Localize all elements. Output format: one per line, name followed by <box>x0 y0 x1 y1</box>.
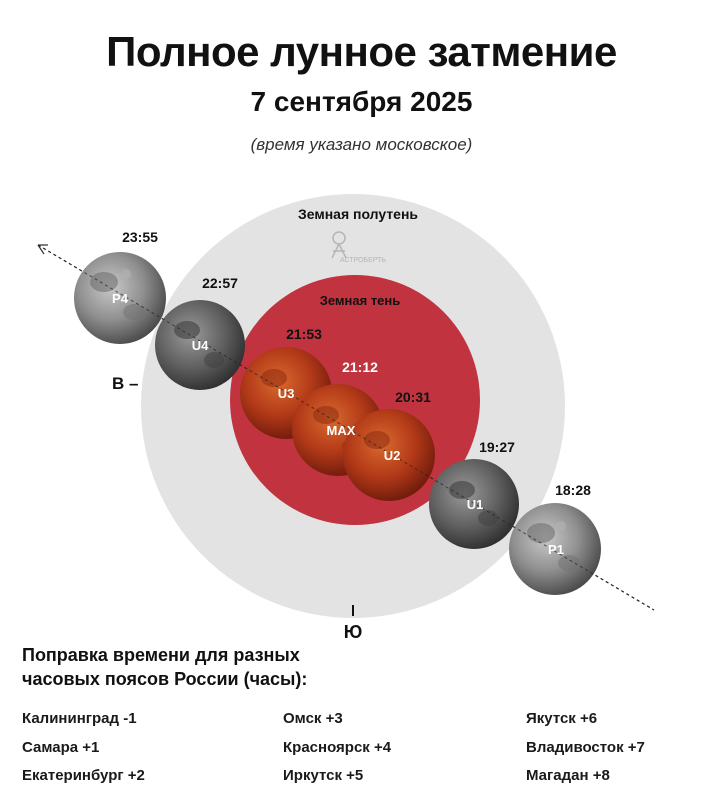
phase-code-u2: U2 <box>384 448 401 463</box>
time-zone-note: (время указано московское) <box>250 135 473 154</box>
phase-code-p1: P1 <box>548 542 564 557</box>
moon-p1 <box>509 503 601 595</box>
phase-time-u4: 22:57 <box>202 275 238 291</box>
timezone-item: Владивосток +7 <box>526 739 645 756</box>
phase-code-u4: U4 <box>192 338 209 353</box>
umbra-label: Земная тень <box>320 293 401 308</box>
direction-south: Ю <box>344 622 363 642</box>
timezone-heading-line2: часовых поясов России (часы): <box>22 669 308 689</box>
phase-time-u3: 21:53 <box>286 326 322 342</box>
moon-u2 <box>343 409 435 501</box>
penumbra-label: Земная полутень <box>298 206 418 222</box>
page-title: Полное лунное затмение <box>106 28 617 75</box>
timezone-item: Иркутск +5 <box>283 767 364 784</box>
path-arrow-icon <box>37 244 48 255</box>
timezone-item: Калининград -1 <box>22 710 137 727</box>
timezone-heading: Поправка времени для разных часовых пояс… <box>22 643 352 691</box>
phase-time-u2: 20:31 <box>395 389 431 405</box>
moon-path-overlay <box>37 244 655 611</box>
timezone-item: Самара +1 <box>22 739 100 756</box>
phase-code-u3: U3 <box>278 386 295 401</box>
direction-east: В – <box>112 374 138 393</box>
timezone-item: Магадан +8 <box>526 767 610 784</box>
timezone-item: Красноярск +4 <box>283 739 392 756</box>
moon-u1 <box>429 459 519 549</box>
astro-logo: АСТРОБЕРТЬ <box>331 231 386 264</box>
phase-code-max: MAX <box>327 423 356 438</box>
phase-time-p4: 23:55 <box>122 229 158 245</box>
phase-code-u1: U1 <box>467 497 484 512</box>
logo-text: АСТРОБЕРТЬ <box>340 257 386 264</box>
phase-code-p4: P4 <box>112 291 129 306</box>
phase-time-u1: 19:27 <box>479 439 515 455</box>
timezone-heading-line1: Поправка времени для разных <box>22 645 300 665</box>
timezone-item: Якутск +6 <box>526 710 598 727</box>
timezone-item: Омск +3 <box>283 710 343 727</box>
moon-u4 <box>155 300 245 390</box>
phase-time-max: 21:12 <box>342 359 378 375</box>
phase-time-p1: 18:28 <box>555 482 591 498</box>
eclipse-date: 7 сентября 2025 <box>250 86 473 117</box>
timezone-item: Екатеринбург +2 <box>22 767 145 784</box>
moon-p4 <box>74 252 166 344</box>
